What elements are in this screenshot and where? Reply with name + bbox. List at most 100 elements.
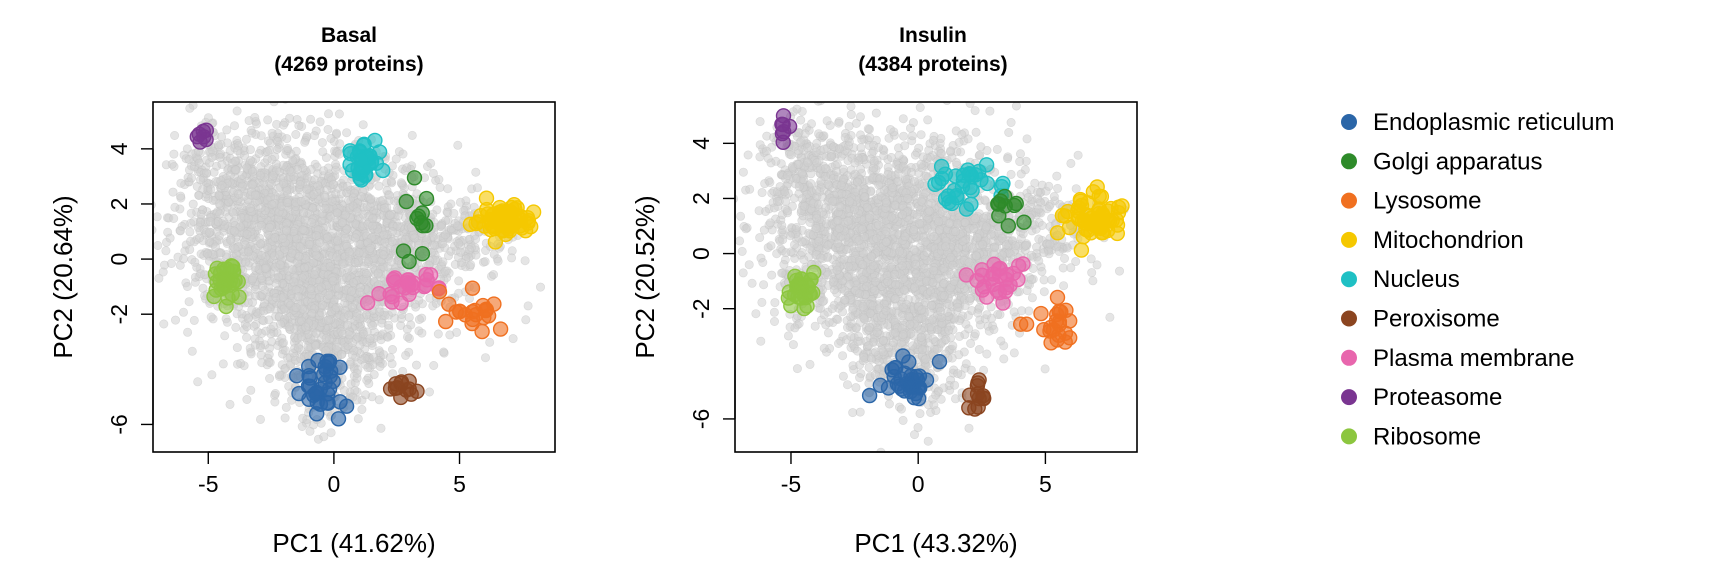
background-point [291,130,301,140]
background-point [332,252,342,262]
background-point [315,238,325,248]
background-point [222,317,232,327]
background-point [255,170,265,180]
background-point [130,174,138,182]
background-point [255,414,265,424]
background-point [770,298,780,308]
background-point [366,194,376,204]
background-point [153,241,163,251]
background-point [285,113,295,123]
background-point [274,250,284,260]
background-point [337,350,347,360]
background-point [520,256,530,266]
background-point [315,117,325,127]
background-point [344,330,354,340]
marker-point [359,295,376,311]
background-point [449,208,459,218]
background-point [232,106,242,116]
background-point [471,167,481,177]
background-point [189,315,199,325]
background-point [306,164,316,174]
background-point [414,314,424,324]
background-point [281,402,291,412]
background-point [323,109,333,119]
marker-point [289,368,305,384]
marker-point [225,263,241,279]
background-point [446,199,456,209]
background-point [295,242,305,252]
background-point [317,300,327,310]
background-point [353,414,363,424]
background-point [195,233,205,243]
background-point [205,227,215,237]
background-point [385,210,395,220]
background-point [975,150,985,160]
background-point [383,332,393,342]
marker-point [221,277,237,293]
background-point [751,309,761,319]
background-point [297,421,307,431]
background-point [185,103,195,113]
background-point [342,272,352,282]
background-point [350,258,360,268]
background-point [245,203,255,213]
background-point [445,330,455,340]
y-tick-label: 2 [106,198,132,211]
background-point [342,181,352,191]
background-point [281,226,291,236]
marker-point [291,385,307,402]
background-point [206,312,216,322]
background-point [358,120,368,130]
background-point [456,247,466,257]
background-point [912,210,922,220]
background-point [243,247,253,257]
background-point [262,147,272,157]
background-point [176,191,186,201]
background-point [267,154,277,164]
background-point [196,209,206,219]
background-point [737,246,747,256]
background-point [965,102,975,108]
background-point [699,231,707,239]
background-point [363,363,373,373]
background-point [305,78,313,86]
background-point [480,353,490,363]
background-point [193,377,203,387]
background-point [291,303,301,313]
background-point [757,297,767,307]
background-point [275,319,285,329]
background-point [184,154,194,164]
background-point [472,183,482,193]
background-point [175,226,185,236]
background-point [222,125,232,135]
background-point [171,315,181,325]
background-point [234,189,244,199]
background-point [409,233,419,243]
background-point [466,260,476,270]
background-point [245,145,255,155]
background-point [293,292,303,302]
background-point [267,337,277,347]
marker-point [467,302,483,319]
background-point [361,390,371,400]
background-point [387,237,397,247]
background-point [196,175,206,185]
background-point [325,262,335,272]
marker-point [517,222,534,239]
background-point [237,170,247,180]
background-point [754,206,764,216]
background-point [185,245,195,255]
background-point [176,178,186,188]
background-point [716,273,724,281]
background-point [299,208,309,218]
background-point [900,141,910,151]
background-point [471,234,481,244]
background-point [241,257,251,267]
background-point [230,226,240,236]
background-point [757,188,767,198]
background-point [485,337,495,347]
background-point [443,184,453,194]
background-point [236,358,246,368]
background-point [309,270,319,280]
